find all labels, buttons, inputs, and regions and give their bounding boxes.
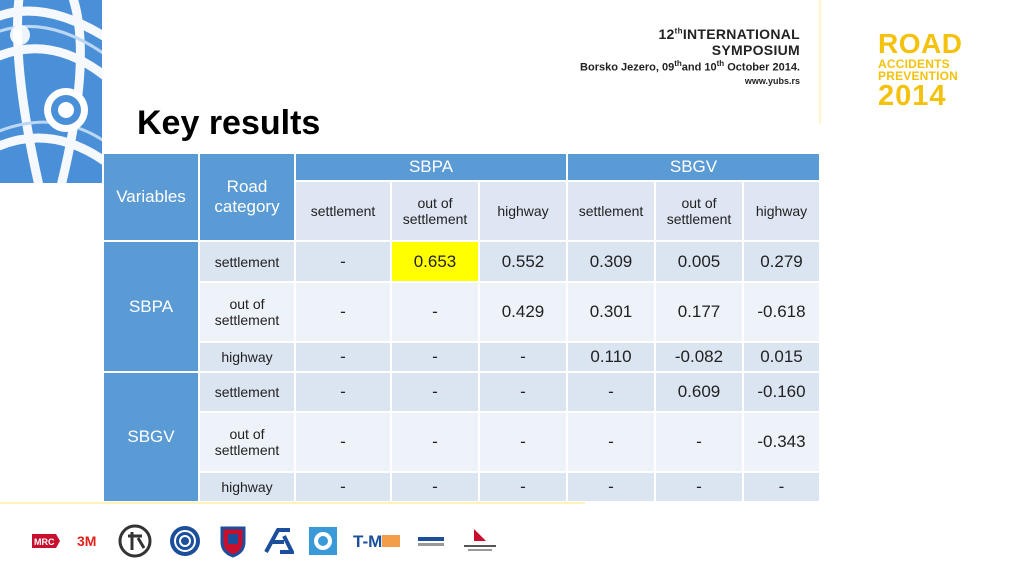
table-cell: 0.429 xyxy=(478,281,568,343)
shield-crest-logo xyxy=(218,524,248,558)
table-cell: - xyxy=(294,371,392,413)
table-cell: - xyxy=(294,341,392,373)
mrc-logo: MRC xyxy=(30,530,62,552)
table-cell: - xyxy=(478,411,568,473)
table-cell: -0.082 xyxy=(654,341,744,373)
table-cell: 0.309 xyxy=(566,240,656,283)
table-cell: -0.160 xyxy=(742,371,821,413)
table-cell: 0.110 xyxy=(566,341,656,373)
symposium-website: www.yubs.rs xyxy=(744,75,800,86)
svg-text:3M: 3M xyxy=(77,533,96,549)
table-cell: -0.343 xyxy=(742,411,821,473)
subcolumn-header: highway xyxy=(742,180,821,242)
table-row: out of settlement - - - - - -0.343 xyxy=(103,411,821,473)
road-accidents-prevention-logo: ROAD ACCIDENTS PREVENTION 2014 xyxy=(878,28,963,112)
table-cell: 0.609 xyxy=(654,371,744,413)
subcolumn-header: highway xyxy=(478,180,568,242)
header-road-category: Road category xyxy=(198,152,296,242)
table-cell: 0.301 xyxy=(566,281,656,343)
table-cell: - xyxy=(478,371,568,413)
table-cell: 0.653 xyxy=(390,240,480,283)
row-category: out of settlement xyxy=(198,281,296,343)
row-category: highway xyxy=(198,471,296,503)
table-cell: - xyxy=(654,411,744,473)
table-header-row-subcolumns: settlement out of settlement highway settle… xyxy=(103,180,821,242)
header-group-sbgv: SBGV xyxy=(566,152,821,182)
fl-logo xyxy=(262,526,294,556)
table-cell: - xyxy=(566,371,656,413)
table-row: highway - - -0.110 -0.082 0.015 xyxy=(103,341,821,373)
sponsor-logos-bar: MRC 3M T-M xyxy=(30,524,514,558)
tm-logo: T-M xyxy=(352,530,402,552)
table-cell: 0.015 xyxy=(742,341,821,373)
circle-emblem-logo xyxy=(118,524,152,558)
table-cell: - xyxy=(566,471,656,503)
subcolumn-header: out of settlement xyxy=(654,180,744,242)
table-cell: - xyxy=(294,281,392,343)
road-pattern-decoration xyxy=(0,0,102,183)
row-category: out of settlement xyxy=(198,411,296,473)
table-row: SBPA settlement -0.653 0.552 0.309 0.005 0.279 xyxy=(102,240,821,373)
blue-rings-logo xyxy=(166,524,204,558)
table-cell: - xyxy=(478,471,568,503)
table-cell: - xyxy=(654,471,744,503)
road-safety-agency-logo xyxy=(460,527,500,555)
subcolumn-header: out of settlement xyxy=(390,180,480,242)
table-cell: - xyxy=(390,411,480,473)
symposium-title-line2: SYMPOSIUM xyxy=(711,42,800,58)
table-cell: - xyxy=(294,411,392,473)
symposium-location: Borsko Jezero, 09thand 10th October 2014… xyxy=(580,59,800,74)
header-variables: Variables xyxy=(102,152,200,242)
stc-logo xyxy=(308,526,338,556)
3m-logo: 3M xyxy=(76,532,104,550)
footer-divider xyxy=(0,502,585,504)
table-cell: 0.177 xyxy=(654,281,744,343)
table-cell: - xyxy=(390,281,480,343)
table-cell: - xyxy=(390,471,480,503)
table-row: out of settlement - -0.429 0.301 0.177 -0.618 xyxy=(103,281,821,343)
table-cell: - xyxy=(294,471,392,503)
table-cell: - xyxy=(390,341,480,373)
table-header-row-groups: Variables Road category SBPA SBGV xyxy=(102,152,821,242)
row-group-sbgv: SBGV xyxy=(102,371,200,503)
svg-text:T-M: T-M xyxy=(353,532,382,551)
row-category: settlement xyxy=(198,240,296,283)
table-cell: -0.618 xyxy=(742,281,821,343)
header-divider xyxy=(819,0,821,124)
table-cell: - xyxy=(294,240,392,283)
table-row: highway - - - - - - xyxy=(103,471,821,503)
row-group-sbpa: SBPA xyxy=(102,240,200,373)
svg-text:MRC: MRC xyxy=(34,537,55,547)
symposium-header: 12thINTERNATIONAL SYMPOSIUM Borsko Jezer… xyxy=(540,26,800,86)
subcolumn-header: settlement xyxy=(566,180,656,242)
slide-title: Key results xyxy=(137,104,321,142)
symposium-title-line1: 12thINTERNATIONAL xyxy=(658,26,800,42)
key-results-table: Variables Road category SBPA SBGV settlement… xyxy=(102,152,821,503)
subcolumn-header: settlement xyxy=(294,180,392,242)
table-row: SBGV settlement - - - -0.609 -0.160 xyxy=(102,371,821,503)
row-category: settlement xyxy=(198,371,296,413)
table-cell: 0.552 xyxy=(478,240,568,283)
header-group-sbpa: SBPA xyxy=(294,152,568,182)
table-cell: - xyxy=(390,371,480,413)
table-cell: - xyxy=(478,341,568,373)
table-cell: - xyxy=(566,411,656,473)
table-cell: 0.005 xyxy=(654,240,744,283)
table-cell: 0.279 xyxy=(742,240,821,283)
ministry-logo xyxy=(416,531,446,551)
table-cell: - xyxy=(742,471,821,503)
row-category: highway xyxy=(198,341,296,373)
